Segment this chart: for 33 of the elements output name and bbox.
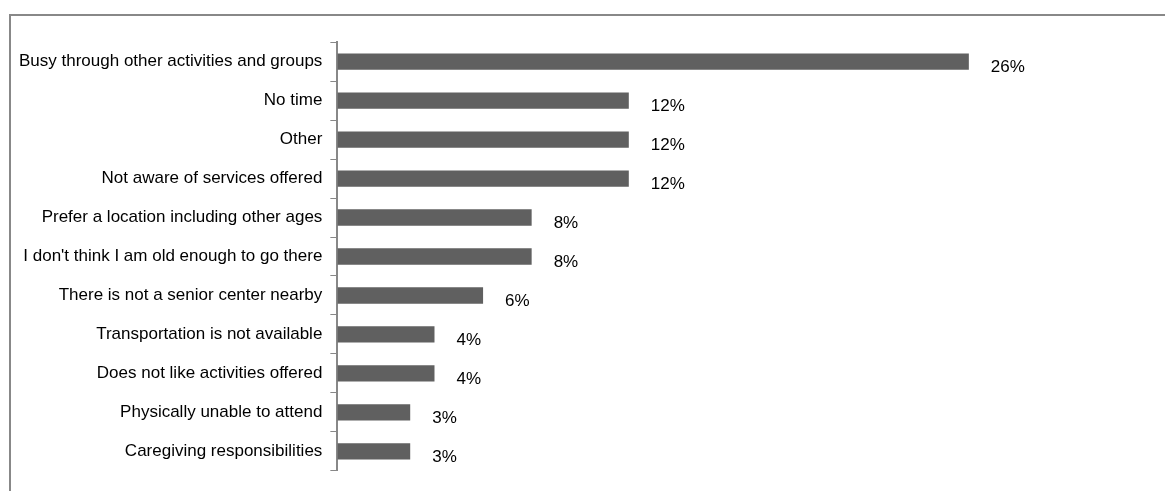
bar bbox=[337, 53, 969, 70]
y-tick-label: I don't think I am old enough to go there bbox=[23, 246, 323, 266]
y-tick-label: Prefer a location including other ages bbox=[41, 207, 323, 227]
bar bbox=[337, 92, 629, 109]
data-label: 12% bbox=[650, 96, 685, 116]
data-label: 6% bbox=[505, 291, 530, 311]
data-label: 12% bbox=[650, 174, 685, 194]
data-label: 26% bbox=[990, 57, 1025, 77]
y-tick-label: Other bbox=[279, 129, 323, 149]
bar bbox=[337, 326, 435, 343]
bar bbox=[337, 248, 532, 265]
data-label: 8% bbox=[553, 213, 579, 233]
y-tick-label: There is not a senior center nearby bbox=[58, 285, 323, 305]
bar bbox=[337, 287, 484, 304]
y-tick-label: No time bbox=[263, 90, 323, 110]
bar bbox=[337, 209, 532, 226]
y-tick-label: Caregiving responsibilities bbox=[124, 441, 323, 461]
y-tick-label: Does not like activities offered bbox=[96, 363, 323, 383]
data-label: 8% bbox=[553, 252, 579, 272]
bar bbox=[337, 170, 629, 187]
bar bbox=[337, 365, 435, 382]
data-label: 3% bbox=[432, 447, 457, 467]
data-label: 3% bbox=[432, 408, 457, 428]
data-label: 4% bbox=[456, 369, 482, 389]
bar bbox=[337, 131, 629, 148]
data-label: 12% bbox=[650, 135, 685, 155]
bar bbox=[337, 404, 411, 421]
data-label: 4% bbox=[456, 330, 482, 350]
bar bbox=[337, 443, 411, 460]
y-tick-label: Busy through other activities and groups bbox=[19, 51, 323, 71]
y-tick-label: Not aware of services offered bbox=[101, 168, 323, 188]
y-tick-label: Transportation is not available bbox=[96, 324, 323, 344]
y-tick-label: Physically unable to attend bbox=[120, 402, 323, 422]
